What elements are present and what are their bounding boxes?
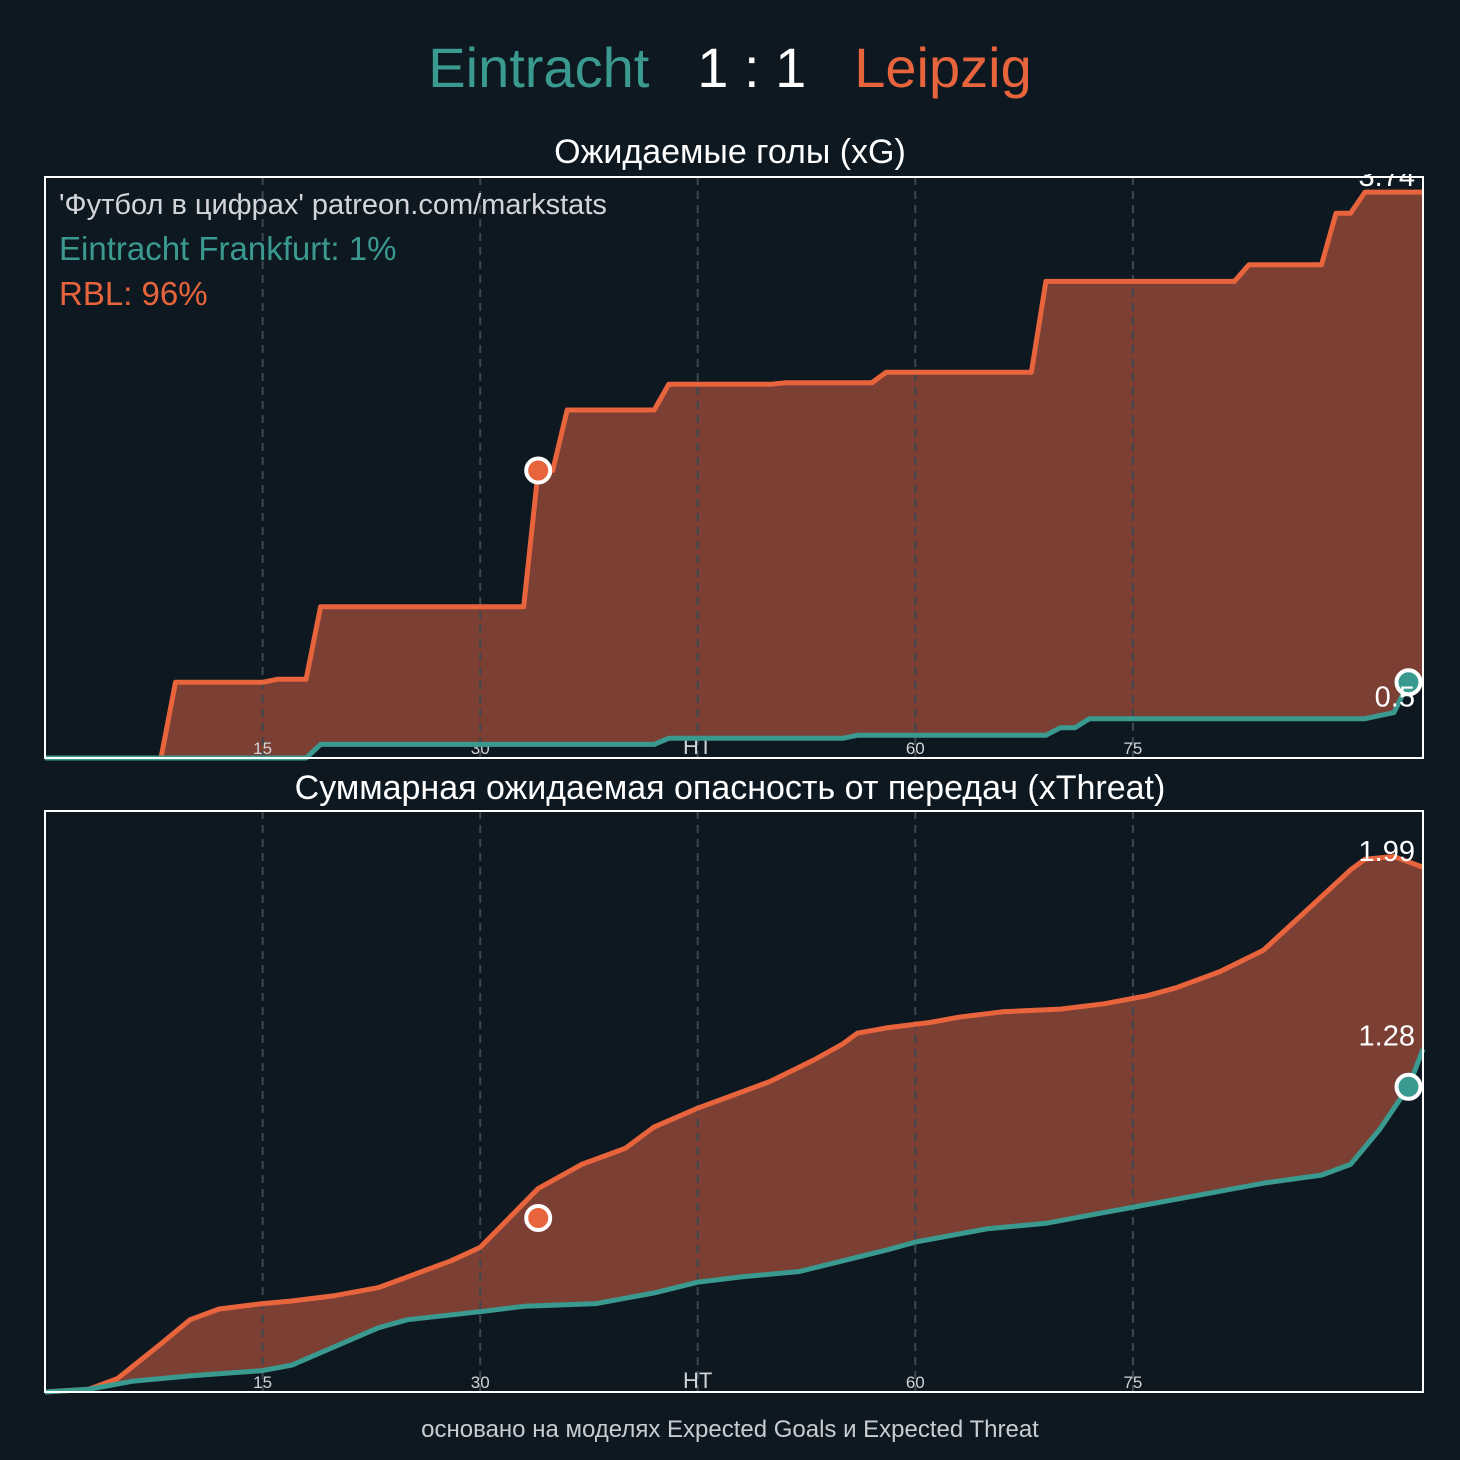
xt-home-final-label: 1.28 — [1359, 1020, 1415, 1052]
xt-tick-label-2: HT — [683, 1368, 712, 1393]
match-score: 1 : 1 — [697, 36, 806, 100]
match-header: Eintracht 1 : 1 Leipzig — [0, 36, 1460, 100]
xg-chart-title: Ожидаемые голы (xG) — [0, 132, 1460, 172]
xt-tick-label-3: 60 — [906, 1373, 925, 1392]
xg-tick-label-0: 15 — [253, 739, 272, 758]
xg-away-final-label: 3.74 — [1359, 174, 1415, 193]
xthreat-chart: 15 30 HT 60 75 1.99 1.28 — [0, 808, 1460, 1398]
xg-chart: 1530HT60753.740.5'Футбол в цифрах' patre… — [0, 174, 1460, 764]
footer-note: основано на моделях Expected Goals и Exp… — [0, 1416, 1460, 1444]
xg-tick-label-1: 30 — [471, 739, 490, 758]
xg-home-win-prob: Eintracht Frankfurt: 1% — [59, 230, 396, 267]
xt-area-between — [45, 857, 1423, 1393]
home-team-name: Eintracht — [428, 36, 649, 100]
xt-goal-marker-home — [1397, 1075, 1421, 1099]
xthreat-chart-title: Суммарная ожидаемая опасность от передач… — [0, 768, 1460, 808]
xg-home-final-label: 0.5 — [1375, 681, 1415, 713]
xt-tick-label-4: 75 — [1123, 1373, 1142, 1392]
xg-tick-label-3: 60 — [906, 739, 925, 758]
xt-goal-marker-away — [526, 1206, 550, 1230]
away-team-name: Leipzig — [854, 36, 1031, 100]
xg-source-note: 'Футбол в цифрах' patreon.com/markstats — [59, 189, 607, 221]
xt-away-final-label: 1.99 — [1359, 836, 1415, 868]
xt-tick-label-1: 30 — [471, 1373, 490, 1392]
xg-tick-label-4: 75 — [1123, 739, 1142, 758]
xg-away-win-prob: RBL: 96% — [59, 275, 208, 312]
xg-area-between — [45, 192, 1423, 758]
xt-tick-label-0: 15 — [253, 1373, 272, 1392]
xg-goal-marker-away — [526, 459, 550, 483]
